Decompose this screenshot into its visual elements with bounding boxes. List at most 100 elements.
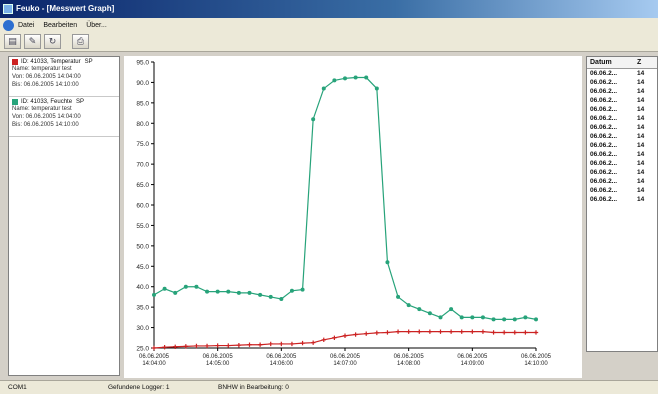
x-tick-label-time: 14:06:00 bbox=[270, 361, 294, 367]
table-header: Datum Z bbox=[587, 57, 657, 69]
data-point bbox=[533, 330, 539, 335]
table-row[interactable]: 06.06.2... 14 bbox=[587, 87, 657, 96]
cell-datum: 06.06.2... bbox=[590, 142, 618, 149]
table-row[interactable]: 06.06.2... 14 bbox=[587, 78, 657, 87]
data-point bbox=[310, 340, 316, 345]
y-tick-label: 65.0 bbox=[136, 182, 149, 189]
y-tick-label: 45.0 bbox=[136, 264, 149, 271]
table-row[interactable]: 06.06.2... 14 bbox=[587, 114, 657, 123]
data-point bbox=[480, 329, 486, 334]
table-row[interactable]: 06.06.2... 14 bbox=[587, 168, 657, 177]
table-row[interactable]: 06.06.2... 14 bbox=[587, 177, 657, 186]
data-point bbox=[364, 331, 369, 336]
data-point bbox=[512, 330, 517, 335]
cell-datum: 06.06.2... bbox=[590, 151, 618, 158]
data-point bbox=[449, 307, 454, 312]
x-tick-label-date: 06.06.2005 bbox=[266, 354, 297, 360]
x-tick-label-time: 14:10:00 bbox=[524, 361, 548, 367]
toolbar: ▤ ✎ ↻ ⎙ bbox=[0, 32, 658, 52]
x-tick-label-date: 06.06.2005 bbox=[521, 354, 552, 360]
cell-zeit: 14 bbox=[637, 151, 645, 158]
table-row[interactable]: 06.06.2... 14 bbox=[587, 123, 657, 132]
data-point bbox=[173, 290, 178, 295]
series-to: Bis: 06.06.2005 14:10:00 bbox=[12, 122, 79, 128]
data-point bbox=[364, 75, 369, 80]
data-point bbox=[438, 315, 443, 320]
cell-datum: 06.06.2... bbox=[590, 97, 618, 104]
table-row[interactable]: 06.06.2... 14 bbox=[587, 195, 657, 204]
export-icon[interactable]: ⎙ bbox=[72, 34, 89, 49]
table-row[interactable]: 06.06.2... 14 bbox=[587, 69, 657, 78]
table-row[interactable]: 06.06.2... 14 bbox=[587, 141, 657, 150]
data-point bbox=[501, 330, 507, 335]
y-tick-label: 60.0 bbox=[136, 203, 149, 210]
data-table[interactable]: Datum Z 06.06.2... 14 06.06.2... 14 06.06.2.… bbox=[586, 56, 658, 352]
series-card-feuchte[interactable]: ID: 41033, Feuchte SP Name: temperatur t… bbox=[9, 97, 119, 137]
cell-zeit: 14 bbox=[637, 187, 645, 194]
series-card-temperatur[interactable]: ID: 41033, Temperatur SP Name: temperatu… bbox=[9, 57, 119, 97]
y-tick-label: 85.0 bbox=[136, 100, 149, 107]
y-tick-label: 95.0 bbox=[136, 60, 149, 67]
app-logo-icon bbox=[3, 19, 14, 31]
edit-icon[interactable]: ✎ bbox=[24, 34, 41, 49]
cell-datum: 06.06.2... bbox=[590, 160, 618, 167]
menu-bar: Datei Bearbeiten Über... bbox=[0, 18, 658, 32]
status-port: COM1 bbox=[8, 384, 27, 391]
table-row[interactable]: 06.06.2... 14 bbox=[587, 159, 657, 168]
data-point bbox=[385, 330, 390, 335]
title-bar[interactable]: Feuko - [Messwert Graph] bbox=[0, 0, 658, 18]
table-row[interactable]: 06.06.2... 14 bbox=[587, 150, 657, 159]
data-point bbox=[502, 317, 507, 322]
cell-datum: 06.06.2... bbox=[590, 70, 618, 77]
y-tick-label: 35.0 bbox=[136, 305, 149, 312]
data-point bbox=[342, 333, 348, 338]
line-chart: 25.0 30.0 35.0 40.0 45.0 50.0 55.0 60.0 65.0 70.0… bbox=[136, 60, 552, 368]
data-point bbox=[162, 344, 167, 350]
table-row[interactable]: 06.06.2... 14 bbox=[587, 96, 657, 105]
series-from: Von: 06.06.2005 14:04:00 bbox=[12, 114, 81, 120]
window-title: Feuko - [Messwert Graph] bbox=[16, 4, 115, 13]
table-row[interactable]: 06.06.2... 14 bbox=[587, 105, 657, 114]
series-badge: SP bbox=[76, 99, 85, 105]
menu-bearbeiten[interactable]: Bearbeiten bbox=[43, 21, 78, 29]
series-badge: SP bbox=[84, 59, 93, 65]
status-loggers: Gefundene Logger: 1 bbox=[108, 384, 170, 391]
cell-zeit: 14 bbox=[637, 133, 645, 140]
x-tick-label-date: 06.06.2005 bbox=[457, 354, 488, 360]
chart-area[interactable]: 25.0 30.0 35.0 40.0 45.0 50.0 55.0 60.0 65.0 70.0… bbox=[124, 56, 582, 378]
graph-icon[interactable]: ▤ bbox=[4, 34, 21, 49]
data-point bbox=[480, 315, 485, 320]
data-point bbox=[459, 329, 464, 334]
series-color-swatch bbox=[12, 99, 18, 105]
data-point bbox=[417, 307, 422, 312]
menu-ueber[interactable]: Über... bbox=[86, 21, 107, 29]
x-tick-label-time: 14:07:00 bbox=[333, 361, 357, 367]
cell-zeit: 14 bbox=[637, 169, 645, 176]
table-row[interactable]: 06.06.2... 14 bbox=[587, 132, 657, 141]
data-point bbox=[311, 117, 316, 122]
table-row[interactable]: 06.06.2... 14 bbox=[587, 186, 657, 195]
cell-datum: 06.06.2... bbox=[590, 79, 618, 86]
series-from: Von: 06.06.2005 14:04:00 bbox=[12, 74, 81, 80]
data-point bbox=[257, 342, 263, 347]
x-tick-label-date: 06.06.2005 bbox=[139, 354, 170, 360]
x-tick-label-date: 06.06.2005 bbox=[394, 354, 425, 360]
column-header-datum[interactable]: Datum bbox=[590, 59, 612, 66]
menu-datei[interactable]: Datei bbox=[18, 21, 35, 29]
cell-zeit: 14 bbox=[637, 88, 645, 95]
data-point bbox=[385, 260, 390, 265]
data-point bbox=[321, 86, 326, 91]
data-point bbox=[427, 311, 432, 316]
data-point bbox=[406, 303, 411, 308]
x-tick-label-time: 14:05:00 bbox=[206, 361, 230, 367]
column-header-zeit[interactable]: Z bbox=[637, 59, 642, 66]
cell-datum: 06.06.2... bbox=[590, 133, 618, 140]
data-point bbox=[395, 329, 401, 334]
series-name: Name: temperatur test bbox=[12, 106, 72, 112]
refresh-icon[interactable]: ↻ bbox=[44, 34, 61, 49]
cell-datum: 06.06.2... bbox=[590, 106, 618, 113]
y-tick-label: 40.0 bbox=[136, 284, 149, 291]
cell-zeit: 14 bbox=[637, 196, 645, 203]
data-point bbox=[204, 343, 210, 349]
data-point bbox=[332, 335, 337, 340]
